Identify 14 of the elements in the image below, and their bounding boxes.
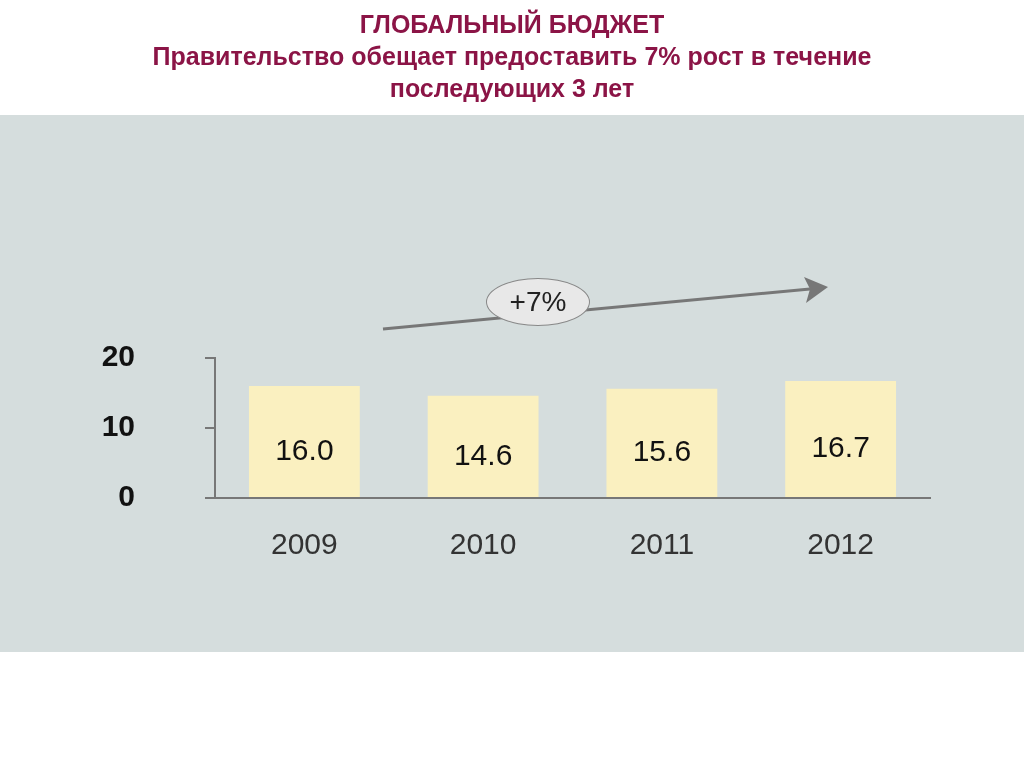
data-label: 16.7 (811, 430, 870, 464)
text: +7% (486, 278, 590, 326)
x-tick-label: 2011 (629, 527, 695, 561)
y-tick-label: 20 (101, 339, 135, 373)
y-tick-label: 0 (118, 479, 135, 513)
chart-title: ГЛОБАЛЬНЫЙ БЮДЖЕТ (358, 8, 666, 40)
x-tick-label: 2009 (271, 527, 338, 561)
data-label: 15.6 (632, 434, 692, 468)
data-label: 14.6 (453, 437, 513, 471)
x-tick-label: 2010 (449, 527, 517, 561)
y-tick-label: 10 (101, 409, 135, 443)
x-tick-label: 2012 (807, 527, 874, 561)
data-label: 16.0 (275, 432, 334, 466)
chart-subtitle: Правительство обещает предоставить 7% рост в течение последующих 3 лет (152, 41, 872, 104)
